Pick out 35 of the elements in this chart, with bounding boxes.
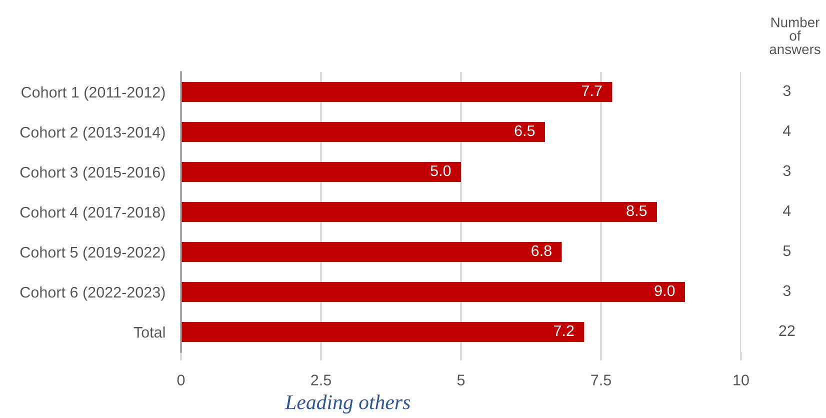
y-tick-label: Cohort 6 (2022-2023) xyxy=(20,286,165,301)
y2-tick-label: 4 xyxy=(783,125,791,136)
y-tick-label: Total xyxy=(134,326,165,338)
bar xyxy=(181,82,612,102)
bar xyxy=(181,122,545,142)
data-label: 7.2 xyxy=(554,325,574,336)
y-tick-label: Cohort 2 (2013-2014) xyxy=(20,126,165,141)
y2-tick-label: 3 xyxy=(783,85,790,96)
y2-tick-label: 4 xyxy=(783,205,791,216)
bar xyxy=(181,322,584,342)
x-tick-label: 5 xyxy=(457,374,465,386)
y-tick-label: Cohort 3 (2015-2016) xyxy=(20,166,165,181)
y-tick-label: Cohort 5 (2019-2022) xyxy=(20,246,165,261)
data-label: 9.0 xyxy=(654,285,675,296)
bar xyxy=(181,162,461,182)
data-label: 6.5 xyxy=(514,125,535,136)
data-label: 6.8 xyxy=(532,245,552,256)
x-tick-label: 0 xyxy=(177,374,185,386)
bar xyxy=(181,242,562,262)
bar xyxy=(181,202,657,222)
x-tick-label: 7.5 xyxy=(591,374,611,386)
y-tick-label: Cohort 4 (2017-2018) xyxy=(20,206,165,221)
y2-tick-label: 3 xyxy=(783,165,790,176)
data-label: 5.0 xyxy=(430,165,451,176)
y2-axis-title: Number of answers xyxy=(770,17,820,54)
data-label: 8.5 xyxy=(626,205,647,216)
y2-tick-label: 3 xyxy=(783,285,790,296)
y2-tick-label: 22 xyxy=(779,325,795,336)
x-tick-label: 10 xyxy=(734,374,749,386)
y2-tick-label: 5 xyxy=(783,245,791,256)
y-tick-label: Cohort 1 (2011-2012) xyxy=(22,86,165,101)
x-axis-title: Leading others xyxy=(284,394,410,414)
data-label: 7.7 xyxy=(582,85,602,96)
x-tick-label: 2.5 xyxy=(311,374,331,386)
bar xyxy=(181,282,685,302)
